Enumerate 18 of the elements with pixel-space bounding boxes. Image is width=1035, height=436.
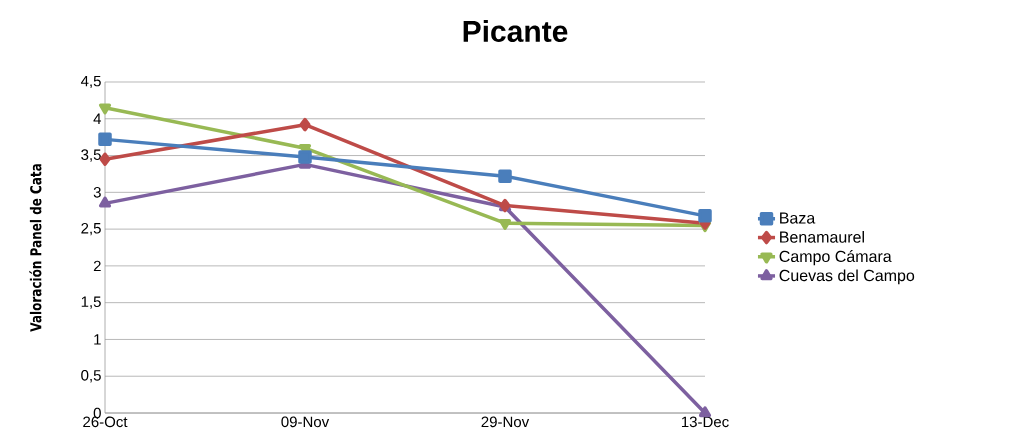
y-tick-label: 4,5 (80, 75, 101, 89)
y-tick-label: 0,5 (81, 370, 101, 383)
legend-label: Campo Cámara (779, 250, 892, 266)
y-tick-label: 1 (94, 334, 101, 345)
legend-label: Cuevas del Campo (779, 269, 915, 285)
y-tick-label: 3 (93, 187, 101, 198)
x-tick-label: 09-Nov (281, 416, 330, 428)
y-tick-label: 4 (93, 113, 102, 124)
y-tick-label: 1,5 (81, 296, 101, 309)
x-tick-label: 29-Nov (481, 416, 530, 428)
y-axis-title: Valoración Panel de Cata (29, 164, 42, 332)
legend-label: Baza (780, 212, 816, 224)
chart-title: Picante (463, 19, 568, 43)
legend-label: Benamaurel (780, 231, 864, 243)
y-tick-label: 2,5 (81, 222, 101, 236)
y-tick-label: 3,5 (81, 149, 101, 162)
y-tick-label: 2 (93, 260, 101, 272)
x-tick-label: 13-Dec (681, 416, 729, 428)
